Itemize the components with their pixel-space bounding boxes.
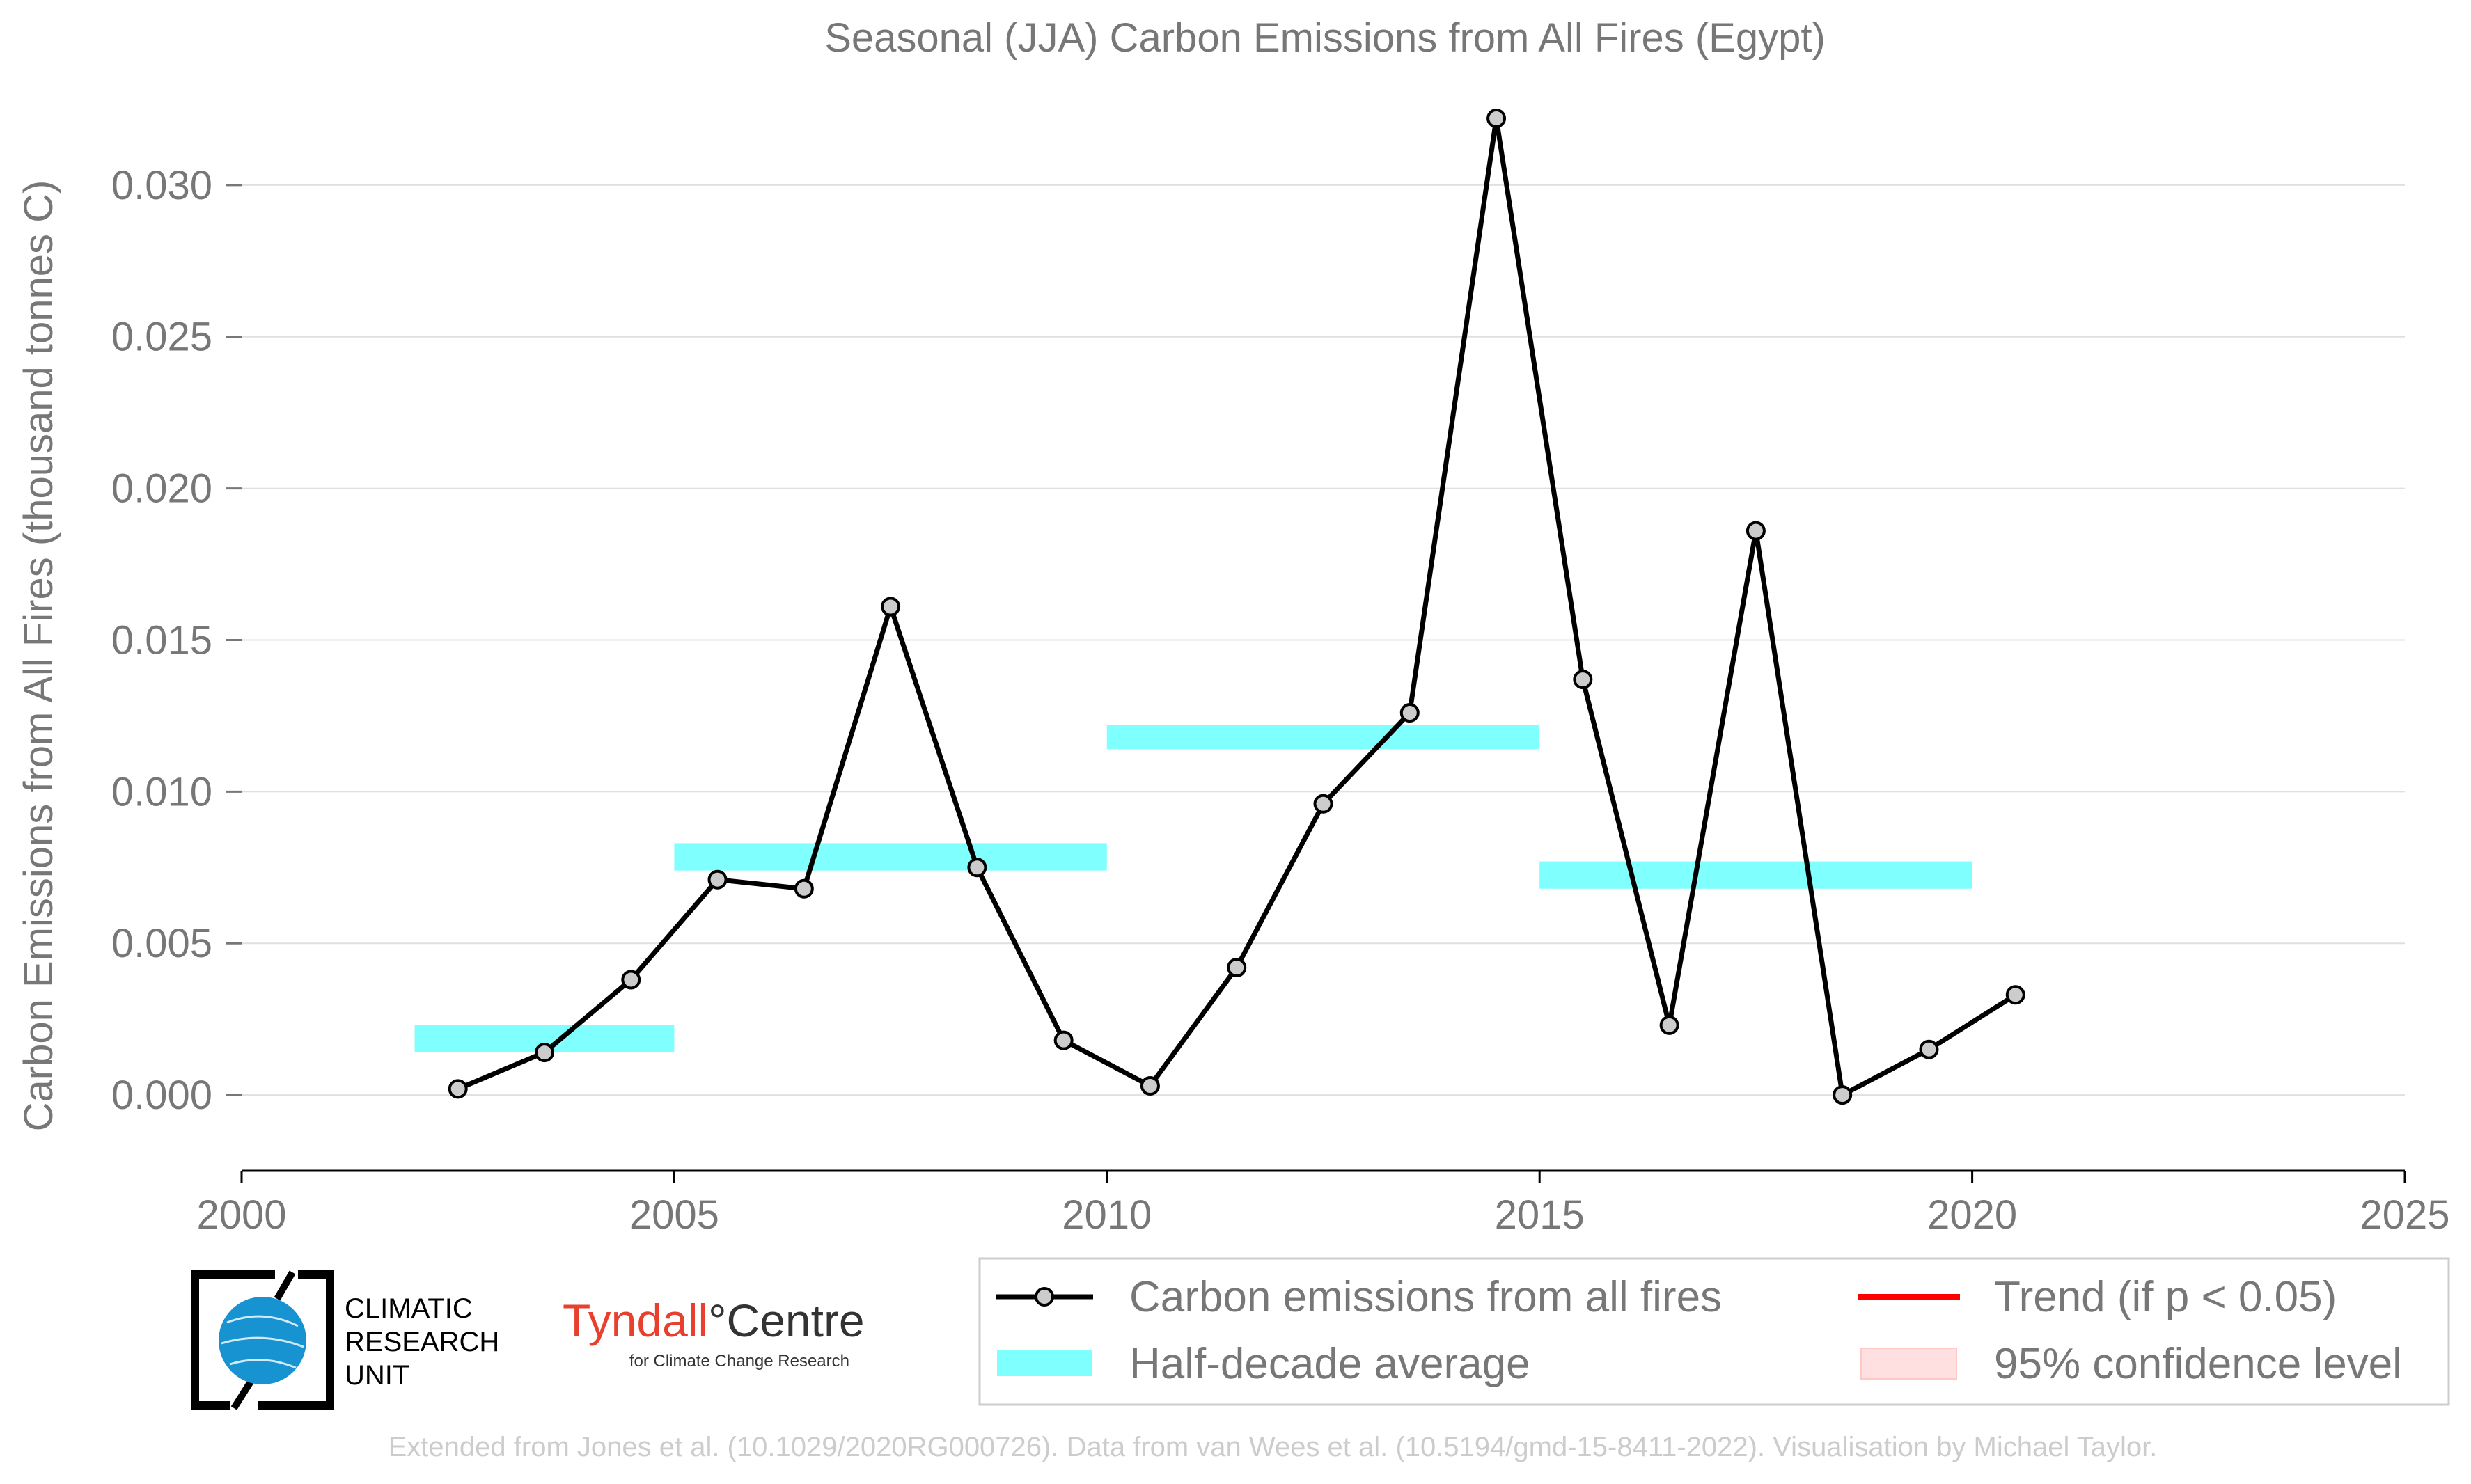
emissions-point — [1659, 1015, 1679, 1035]
gridlines — [242, 184, 2405, 1096]
tyndall-logo: Tyndall°Centre for Climate Change Resear… — [563, 1295, 865, 1371]
emissions-line — [457, 116, 2017, 1098]
globe-icon-detail — [221, 1315, 304, 1369]
emissions-point — [534, 1043, 554, 1063]
legend-confidence-swatch — [1860, 1348, 1957, 1380]
emissions-point — [1399, 703, 1420, 723]
y-tick-label: 0.030 — [111, 163, 212, 208]
y-tick-label: 0.005 — [111, 921, 212, 966]
y-tick-label: 0.000 — [111, 1073, 212, 1118]
tyndall-logo-sub: for Climate Change Research — [629, 1352, 849, 1371]
y-tick-label: 0.010 — [111, 769, 212, 814]
x-tick-label: 2000 — [196, 1192, 286, 1238]
emissions-point — [1313, 794, 1333, 814]
legend-trend-label: Trend (if p < 0.05) — [1994, 1273, 2337, 1321]
legend-confidence-label: 95% confidence level — [1994, 1340, 2402, 1388]
legend: Carbon emissions from all fires Trend (i… — [978, 1257, 2450, 1406]
legend-emissions-label: Carbon emissions from all fires — [1129, 1273, 1722, 1321]
y-axis-label: Carbon Emissions from All Fires (thousan… — [16, 180, 61, 1132]
x-tick-label: 2025 — [2360, 1192, 2449, 1238]
cru-logo: CLIMATIC RESEARCH UNIT — [191, 1270, 499, 1410]
cru-logo-line2: RESEARCH — [345, 1327, 499, 1357]
y-tick-label: 0.025 — [111, 315, 212, 360]
emissions-point — [2005, 985, 2025, 1005]
svg-text:Tyndall°Centre: Tyndall°Centre — [563, 1295, 865, 1346]
x-tick-label: 2020 — [1927, 1192, 2017, 1238]
emissions-point — [881, 597, 901, 617]
x-axis: 2000 2005 2010 2015 2020 2025 — [196, 1169, 2450, 1238]
cru-logo-line1: CLIMATIC — [345, 1293, 473, 1324]
series-markers — [448, 109, 2025, 1105]
emissions-point — [1227, 958, 1247, 978]
legend-frame — [978, 1257, 2450, 1406]
emissions-point — [707, 869, 728, 890]
legend-emissions-swatch-marker — [1035, 1287, 1054, 1307]
cru-logo-slash-bottom — [230, 1380, 254, 1410]
emissions-point — [448, 1079, 468, 1099]
legend-average-label: Half-decade average — [1129, 1340, 1530, 1388]
emissions-point — [1573, 670, 1593, 690]
emissions-point — [1919, 1039, 1939, 1059]
series-line — [457, 116, 2017, 1098]
emissions-point — [1833, 1085, 1853, 1105]
x-tick-label: 2015 — [1495, 1192, 1585, 1238]
emissions-point — [967, 858, 987, 878]
y-tick-label: 0.020 — [111, 466, 212, 512]
emissions-point — [1746, 521, 1766, 541]
emissions-point — [1053, 1030, 1074, 1050]
half-decade-bar — [1106, 725, 1540, 750]
emissions-point — [1486, 109, 1507, 128]
tyndall-logo-main: Tyndall — [563, 1295, 708, 1346]
cru-logo-frame — [191, 1270, 334, 1410]
half-decade-bars — [414, 725, 1972, 1053]
cru-logo-slash-top — [274, 1270, 296, 1301]
chart-title: Seasonal (JJA) Carbon Emissions from All… — [824, 15, 1826, 61]
tyndall-logo-degree: ° — [708, 1295, 726, 1346]
emissions-point — [794, 878, 814, 899]
y-tick-label: 0.015 — [111, 617, 212, 663]
tyndall-logo-centre: Centre — [727, 1295, 865, 1346]
x-tick-label: 2005 — [629, 1192, 719, 1238]
half-decade-bar — [1539, 861, 1972, 889]
emissions-point — [621, 970, 641, 990]
legend-average-swatch — [997, 1350, 1092, 1376]
cru-logo-line3: UNIT — [345, 1360, 409, 1391]
emissions-point — [1140, 1075, 1160, 1096]
footer-credit: Extended from Jones et al. (10.1029/2020… — [389, 1432, 2158, 1462]
x-tick-label: 2010 — [1062, 1192, 1152, 1238]
half-decade-bar — [674, 843, 1107, 871]
y-tick-labels: 0.000 0.005 0.010 0.015 0.020 0.025 0.030 — [111, 163, 242, 1118]
